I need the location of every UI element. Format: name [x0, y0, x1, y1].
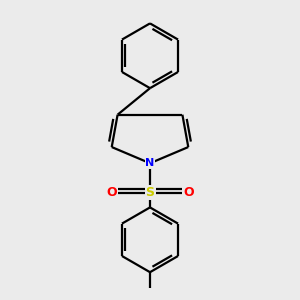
Text: O: O [183, 186, 194, 199]
Text: N: N [146, 158, 154, 168]
Text: O: O [106, 186, 117, 199]
Text: S: S [146, 186, 154, 199]
